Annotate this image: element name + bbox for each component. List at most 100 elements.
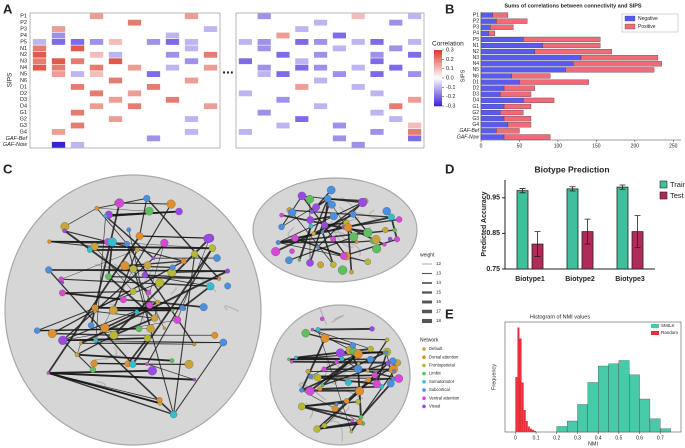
bar-segment bbox=[496, 18, 528, 24]
heatmap-cell bbox=[203, 103, 218, 110]
network-node bbox=[169, 264, 176, 271]
y-tick-label: N4 bbox=[20, 65, 27, 71]
bar-segment bbox=[480, 49, 535, 55]
heatmap-cell bbox=[238, 58, 252, 65]
bar-segment bbox=[500, 109, 524, 116]
heatmap-cell bbox=[295, 84, 309, 90]
network-node bbox=[129, 288, 137, 295]
bar-segment bbox=[511, 73, 551, 79]
heatmap-cell bbox=[127, 64, 142, 71]
network-edge bbox=[47, 235, 141, 374]
y-tick-label: N2 bbox=[473, 49, 480, 55]
brain-sulcus bbox=[224, 305, 240, 312]
y-axis-label: Predicted Accuracy bbox=[481, 191, 488, 256]
network-node bbox=[371, 235, 381, 244]
histogram-bar bbox=[527, 426, 530, 432]
histogram-bar bbox=[577, 404, 588, 433]
network-node bbox=[391, 376, 396, 382]
network-node bbox=[301, 328, 310, 338]
network-node bbox=[47, 239, 52, 244]
y-tick-label: N1 bbox=[20, 46, 27, 52]
network-node bbox=[162, 326, 167, 330]
weight-label: 18 bbox=[436, 318, 442, 323]
y-tick-label: P3 bbox=[473, 25, 479, 31]
heatmap-cell bbox=[146, 135, 161, 142]
network-node bbox=[211, 331, 219, 339]
brain-render bbox=[252, 177, 418, 283]
network-node bbox=[321, 366, 327, 372]
bar-segment bbox=[523, 36, 601, 43]
weight-label: 12 bbox=[436, 261, 442, 266]
network-edge bbox=[300, 337, 326, 391]
y-tick-label: D2 bbox=[20, 91, 27, 97]
network-edge bbox=[324, 362, 389, 427]
network-node bbox=[217, 276, 222, 281]
network-node bbox=[173, 315, 182, 324]
network-node bbox=[170, 308, 175, 313]
colorbar-segment bbox=[434, 76, 442, 79]
bar-segment bbox=[503, 103, 532, 110]
network-node bbox=[287, 357, 291, 361]
network-node bbox=[349, 269, 354, 275]
bar-segment bbox=[480, 12, 493, 18]
network-edge bbox=[62, 290, 134, 294]
network-edge bbox=[291, 361, 359, 364]
histogram-bar bbox=[515, 377, 518, 432]
heatmap-cell bbox=[184, 77, 199, 84]
y-axis-label: Frequency bbox=[491, 364, 497, 390]
heatmap-cell bbox=[238, 129, 252, 135]
bar-segment bbox=[503, 116, 532, 122]
network-node bbox=[339, 252, 348, 260]
network-edge bbox=[325, 337, 388, 341]
bar-segment bbox=[496, 128, 520, 134]
bar-segment bbox=[580, 55, 659, 61]
network-edge bbox=[181, 285, 211, 309]
weight-label: 13 bbox=[436, 271, 442, 276]
heatmap-cell bbox=[32, 39, 47, 45]
network-edge bbox=[94, 310, 155, 319]
network-node bbox=[156, 397, 163, 404]
colorbar-segment bbox=[434, 81, 442, 84]
heatmap-cell bbox=[370, 39, 384, 45]
network-node bbox=[155, 299, 161, 305]
heatmap-cell bbox=[89, 64, 104, 71]
colorbar-segment bbox=[434, 57, 442, 60]
network-node bbox=[146, 324, 155, 333]
heatmap-cell bbox=[314, 103, 328, 110]
heatmap-cell bbox=[51, 26, 66, 32]
network-edge bbox=[48, 371, 195, 381]
heatmap-cell bbox=[370, 129, 384, 135]
network-node bbox=[87, 322, 95, 329]
heatmap-cell bbox=[108, 77, 123, 84]
y-tick-label: P4 bbox=[473, 31, 479, 37]
network-node bbox=[33, 327, 41, 334]
network-edge bbox=[94, 246, 134, 292]
histogram-bar bbox=[608, 363, 620, 433]
heatmap-cell bbox=[108, 116, 123, 122]
colorbar-segment bbox=[434, 85, 442, 88]
network-edge bbox=[61, 249, 138, 280]
histogram-bar bbox=[531, 429, 534, 432]
heatmap-cell bbox=[314, 77, 328, 84]
colorbar-title: Correlation bbox=[432, 41, 464, 48]
network-swatch bbox=[422, 380, 426, 384]
heatmap-cell bbox=[127, 103, 142, 110]
y-tick-label: G4 bbox=[472, 122, 479, 128]
y-tick-label: D2 bbox=[473, 86, 480, 92]
network-edge bbox=[301, 405, 353, 422]
bar-segment bbox=[507, 122, 532, 128]
colorbar-segment bbox=[434, 78, 442, 81]
network-node bbox=[349, 342, 356, 349]
x-tick-label: 150 bbox=[592, 143, 601, 149]
network-label: Frontoparietal bbox=[429, 363, 455, 368]
legend-swatch bbox=[651, 331, 659, 335]
network-node bbox=[371, 372, 378, 379]
heatmap-cell bbox=[408, 129, 422, 135]
network-node bbox=[326, 185, 336, 195]
panel-label: A bbox=[3, 1, 13, 16]
network-node bbox=[353, 364, 363, 373]
brain-sulcus bbox=[96, 380, 107, 387]
colorbar-tick-label: -0.1 bbox=[446, 85, 455, 91]
bar-segment bbox=[503, 134, 551, 140]
network-node bbox=[320, 230, 325, 235]
